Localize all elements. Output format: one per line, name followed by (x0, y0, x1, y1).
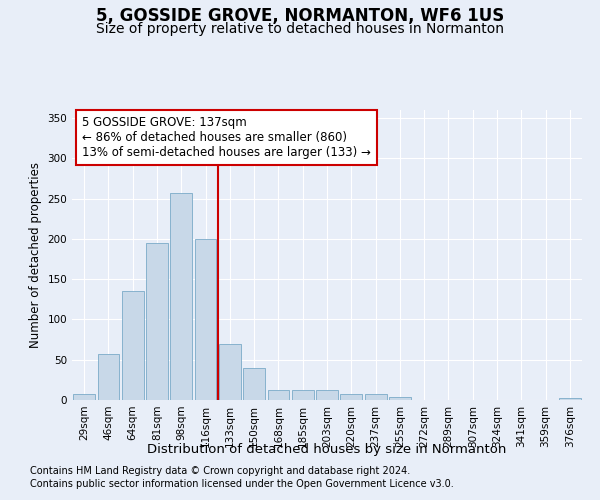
Text: Contains HM Land Registry data © Crown copyright and database right 2024.: Contains HM Land Registry data © Crown c… (30, 466, 410, 476)
Bar (389, 397, 411, 400)
Bar (365, 394, 386, 400)
Text: Distribution of detached houses by size in Normanton: Distribution of detached houses by size … (148, 442, 506, 456)
Bar (97, 354, 119, 400)
Bar (122, 291, 143, 400)
Bar (219, 344, 241, 400)
Bar (292, 390, 314, 400)
Bar (194, 239, 217, 400)
Bar (268, 390, 289, 400)
Text: 5 GOSSIDE GROVE: 137sqm
← 86% of detached houses are smaller (860)
13% of semi-d: 5 GOSSIDE GROVE: 137sqm ← 86% of detache… (82, 116, 371, 159)
Bar (243, 368, 265, 400)
Bar (146, 243, 168, 400)
Bar (340, 394, 362, 400)
Y-axis label: Number of detached properties: Number of detached properties (29, 162, 42, 348)
Bar (73, 394, 95, 400)
Bar (170, 193, 192, 400)
Text: Contains public sector information licensed under the Open Government Licence v3: Contains public sector information licen… (30, 479, 454, 489)
Text: Size of property relative to detached houses in Normanton: Size of property relative to detached ho… (96, 22, 504, 36)
Bar (316, 390, 338, 400)
Text: 5, GOSSIDE GROVE, NORMANTON, WF6 1US: 5, GOSSIDE GROVE, NORMANTON, WF6 1US (96, 8, 504, 26)
Bar (559, 398, 581, 400)
